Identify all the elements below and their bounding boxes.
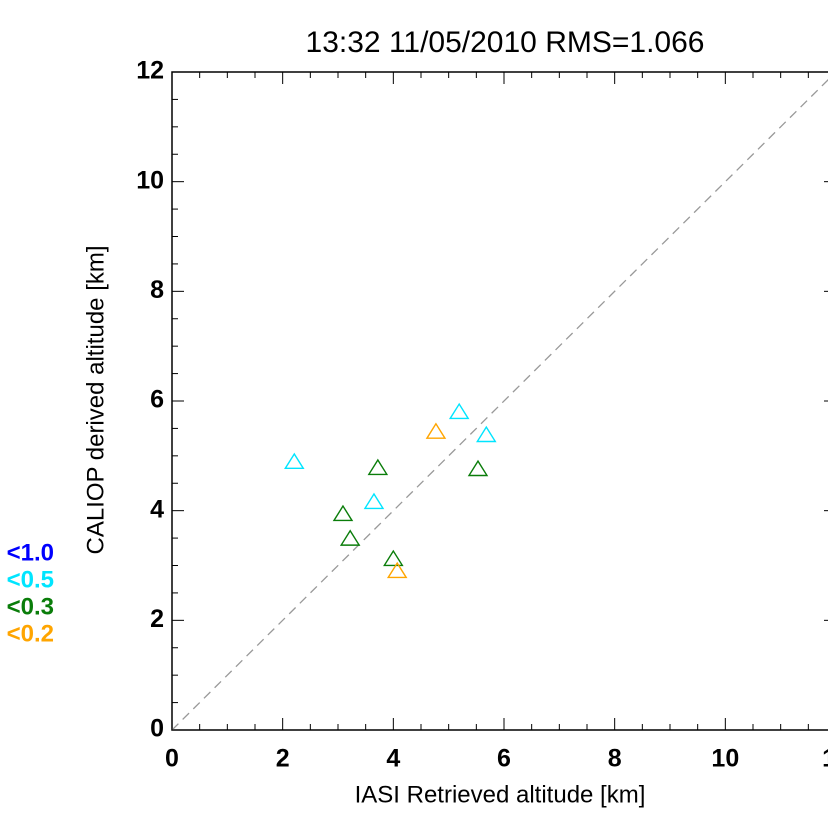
x-tick-label: 2 [276,745,290,773]
legend-label: <0.3 [7,593,54,620]
x-tick-label: 4 [386,745,400,773]
point [339,529,361,546]
y-axis-label: CALIOP derived altitude [km] [82,245,109,554]
point [332,504,354,522]
point [284,452,305,470]
x-axis-label: IASI Retrieved altitude [km] [355,781,646,808]
y-tick-label: 2 [150,605,164,633]
x-tick-label: 12 [822,745,828,773]
point [383,549,404,567]
point [448,402,470,420]
point [425,422,447,439]
x-tick-label: 0 [165,745,179,773]
x-tick-label: 10 [711,745,739,773]
one-to-one-line [171,79,828,731]
y-tick-label: 8 [150,276,164,304]
point [476,425,497,443]
point [363,492,385,510]
y-tick-label: 12 [136,57,164,85]
y-tick-label: 4 [150,495,164,523]
chart-title: 13:32 11/05/2010 RMS=1.066 [306,26,705,59]
legend-label: <0.2 [7,620,54,647]
x-tick-label: 8 [608,745,622,773]
point [386,561,408,579]
point [367,458,389,476]
plot-frame [171,71,828,731]
legend-label: <0.5 [7,566,54,593]
y-tick-label: 0 [150,715,164,743]
x-tick-label: 6 [497,745,511,773]
point [467,459,489,477]
y-tick-label: 6 [150,386,164,414]
legend-label: <1.0 [7,539,54,566]
y-tick-label: 10 [136,166,164,194]
